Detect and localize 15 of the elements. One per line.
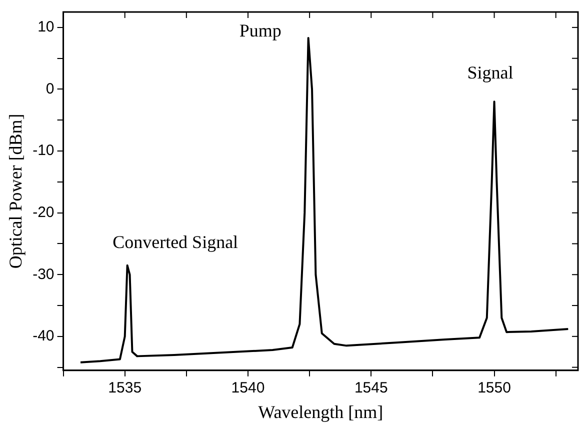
y-tick-label: -20 <box>32 204 54 221</box>
x-tick-label: 1540 <box>231 380 265 397</box>
y-tick-label: -30 <box>32 266 54 283</box>
annotation: Signal <box>467 62 514 82</box>
x-axis-title: Wavelength [nm] <box>258 402 384 422</box>
y-tick-label: 0 <box>46 80 54 98</box>
x-tick-label: 1550 <box>478 380 511 397</box>
x-tick-label: 1545 <box>354 380 388 397</box>
annotation: Pump <box>239 20 282 41</box>
y-axis-title: Optical Power [dBm] <box>6 114 26 269</box>
y-tick-label: 10 <box>38 18 54 36</box>
x-tick-label: 1535 <box>108 380 142 397</box>
y-tick-label: -40 <box>32 328 54 345</box>
y-tick-label: -10 <box>32 142 54 160</box>
annotation: Converted Signal <box>112 232 238 252</box>
